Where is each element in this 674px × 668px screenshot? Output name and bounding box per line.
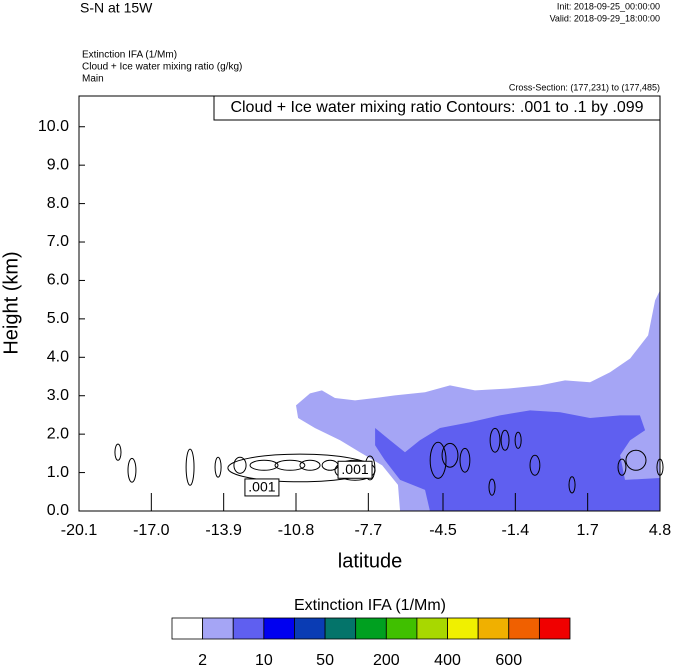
colorbar-box — [447, 617, 479, 640]
contour-line — [625, 449, 647, 471]
y-tick-label: 2.0 — [47, 425, 69, 442]
init-time: Init: 2018-09-25_00:00:00 — [557, 1, 660, 11]
y-tick-label: 9.0 — [47, 156, 69, 173]
x-tick-label: -10.8 — [278, 522, 315, 539]
colorbar-tick-label: 50 — [316, 652, 334, 668]
contour-line — [185, 448, 195, 486]
valid-time: Valid: 2018-09-29_18:00:00 — [550, 13, 660, 23]
colorbar-tick-label: 200 — [373, 652, 400, 668]
y-tick-label: 6.0 — [47, 272, 69, 289]
y-axis-label: Height (km) — [0, 251, 22, 354]
x-tick-label: 1.7 — [577, 522, 599, 539]
colorbar-box — [355, 617, 387, 640]
contour-line — [274, 459, 306, 471]
colorbar-box — [232, 617, 265, 640]
x-tick-label: -4.5 — [429, 522, 457, 539]
chart-title: S-N at 15W — [80, 0, 153, 16]
colorbar-tick-label: 2 — [198, 652, 207, 668]
contour-label: .001 — [341, 461, 368, 477]
colorbar-tick-label: 600 — [495, 652, 522, 668]
contour-line — [514, 431, 522, 449]
colorbar-tick-label: 400 — [434, 652, 461, 668]
colorbar-box — [477, 617, 510, 640]
x-tick-label: -13.9 — [205, 522, 242, 539]
contour-line — [459, 447, 471, 473]
contour-label-box — [244, 478, 280, 497]
x-tick-label: -1.4 — [502, 522, 530, 539]
contour-label-box — [337, 460, 373, 479]
colorbar-box — [294, 617, 326, 640]
filled-region — [375, 410, 660, 511]
contour-line — [489, 427, 501, 453]
contour-line — [429, 441, 447, 479]
colorbar-tick-label: 10 — [255, 652, 273, 668]
contour-line — [488, 478, 496, 496]
x-axis-label: latitude — [338, 550, 403, 572]
contour-line — [249, 459, 279, 471]
field-line: Cloud + Ice water mixing ratio (g/kg) — [82, 62, 242, 73]
y-tick-label: 0.0 — [47, 502, 69, 519]
colorbar-box — [385, 617, 418, 640]
colorbar-box — [263, 617, 295, 640]
contour-line — [568, 476, 576, 494]
y-tick-label: 3.0 — [47, 387, 69, 404]
x-tick-label: 4.8 — [649, 522, 671, 539]
contour-line — [114, 443, 122, 461]
field-line: Extinction IFA (1/Mm) — [82, 50, 177, 61]
colorbar-box — [416, 617, 448, 640]
contour-line — [214, 456, 222, 478]
contour-line — [529, 454, 541, 476]
y-tick-label: 4.0 — [47, 349, 69, 366]
y-tick-label: 8.0 — [47, 195, 69, 212]
cross-section: Cross-Section: (177,231) to (177,485) — [509, 82, 660, 92]
colorbar-box — [202, 617, 234, 640]
contour-line — [127, 457, 137, 483]
contour-legend: Cloud + Ice water mixing ratio Contours:… — [230, 99, 643, 116]
contour-label: .001 — [248, 479, 275, 495]
colorbar-box — [324, 617, 357, 640]
x-tick-label: -20.1 — [61, 522, 98, 539]
y-tick-label: 10.0 — [38, 118, 69, 135]
field-line: Main — [82, 74, 104, 85]
x-tick-label: -7.7 — [355, 522, 383, 539]
contour-line — [500, 429, 510, 451]
contour-line — [617, 458, 627, 476]
y-tick-label: 5.0 — [47, 310, 69, 327]
x-tick-label: -17.0 — [133, 522, 170, 539]
y-tick-label: 1.0 — [47, 464, 69, 481]
colorbar-title: Extinction IFA (1/Mm) — [294, 597, 446, 614]
y-tick-label: 7.0 — [47, 233, 69, 250]
contour-legend-box — [213, 95, 661, 121]
contour-line — [299, 459, 321, 471]
colorbar-box — [171, 617, 204, 640]
colorbar-box — [508, 617, 540, 640]
contour-line — [441, 442, 459, 468]
contour-line — [233, 456, 247, 474]
colorbar-box — [538, 617, 571, 640]
